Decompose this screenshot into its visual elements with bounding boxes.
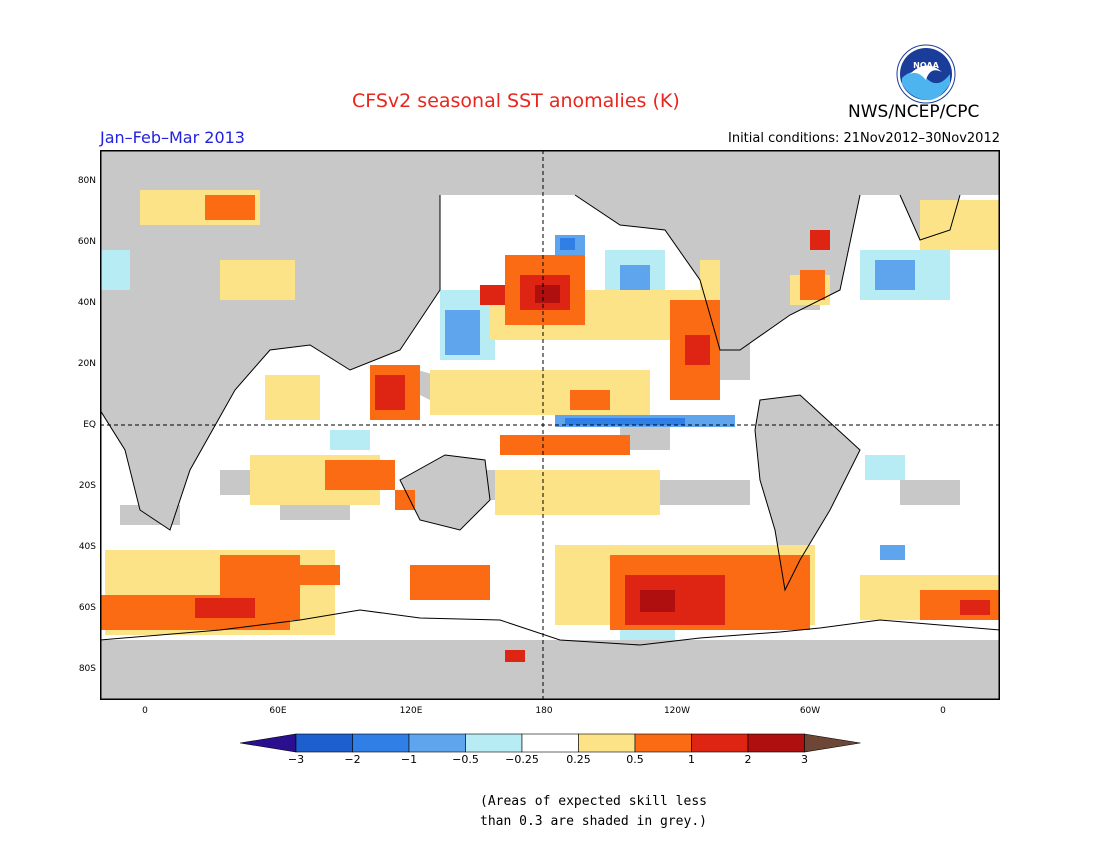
lat-label-40n: 40N (77, 298, 96, 308)
colorbar-label: 3 (801, 753, 808, 766)
colorbar-cell (691, 733, 749, 753)
lon-label-60e: 60E (269, 706, 287, 716)
skill-note-line-1: (Areas of expected skill less (480, 794, 707, 809)
lat-label-60s: 60S (78, 603, 96, 613)
colorbar-label: −0.25 (505, 753, 539, 766)
colorbar-label: 2 (744, 753, 752, 766)
map-frame (100, 150, 1000, 700)
lat-label-60n: 60N (77, 237, 96, 247)
noaa-logo-icon: NOAA (896, 44, 956, 104)
lon-label-0: 0 (142, 706, 148, 716)
colorbar-high-triangle (804, 733, 861, 753)
lat-label-20s: 20S (78, 481, 96, 491)
colorbar-label: −0.5 (452, 753, 479, 766)
forecast-period: Jan–Feb–Mar 2013 (100, 128, 245, 147)
sst-anomaly-map (100, 150, 1000, 700)
grey-shading (100, 150, 1000, 700)
colorbar-label: 0.5 (626, 753, 644, 766)
colorbar-cell (578, 733, 636, 753)
lat-label-40s: 40S (78, 542, 96, 552)
lon-label-60w: 60W (799, 706, 821, 716)
colorbar-cell (352, 733, 410, 753)
lon-label-180: 180 (535, 706, 553, 716)
lat-label-eq: EQ (83, 420, 96, 430)
lat-label-80n: 80N (77, 176, 96, 186)
lat-label-20n: 20N (77, 359, 96, 369)
logo-text: NOAA (913, 61, 939, 70)
colorbar-low-triangle (240, 733, 297, 753)
colorbar-cell (295, 733, 353, 753)
colorbar-cell (634, 733, 692, 753)
skill-note: (Areas of expected skill less than 0.3 a… (480, 792, 707, 832)
colorbar-cell (521, 733, 579, 753)
colorbar-cell (408, 733, 466, 753)
colorbar-label: −1 (400, 753, 418, 766)
initial-conditions: Initial conditions: 21Nov2012–30Nov2012 (728, 131, 1000, 146)
lon-label-120w: 120W (663, 706, 691, 716)
colorbar-label: 0.25 (566, 753, 591, 766)
colorbar (240, 733, 861, 753)
lon-label-0-right: 0 (940, 706, 946, 716)
colorbar-label: −2 (344, 753, 361, 766)
colorbar-cell (747, 733, 805, 753)
lat-label-80s: 80S (78, 664, 96, 674)
chart-title: CFSv2 seasonal SST anomalies (K) (352, 90, 680, 112)
lon-label-120e: 120E (399, 706, 423, 716)
colorbar-label: 1 (688, 753, 695, 766)
agency-label: NWS/NCEP/CPC (848, 102, 980, 122)
colorbar-cell (465, 733, 523, 753)
colorbar-label: −3 (287, 753, 305, 766)
skill-note-line-2: than 0.3 are shaded in grey.) (480, 814, 707, 829)
